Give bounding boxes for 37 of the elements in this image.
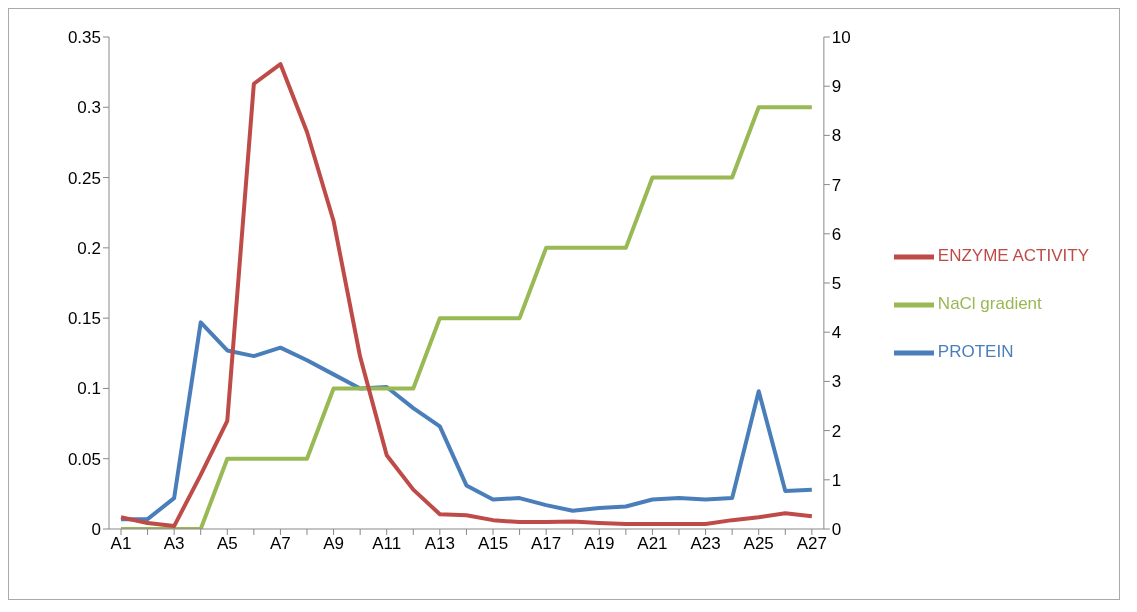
legend-label: ENZYME ACTIVITY — [937, 246, 1089, 265]
x-tick-label: A23 — [690, 534, 721, 554]
x-tick-label: A25 — [743, 534, 774, 554]
y-tick-label: 0.25 — [67, 168, 101, 188]
x-tick-label: A11 — [372, 534, 402, 554]
y-tick-label: 0.15 — [67, 309, 101, 329]
x-tick-label: A5 — [216, 534, 238, 554]
x-tick-label: A27 — [796, 534, 827, 554]
x-tick-label: A19 — [584, 534, 615, 554]
y2-tick-label: 0 — [831, 520, 842, 540]
legend-label: NaCl gradient — [937, 294, 1042, 313]
x-tick-label: A15 — [477, 534, 509, 554]
y-tick-label: 0 — [91, 520, 101, 540]
y2-tick-label: 4 — [831, 323, 842, 343]
y2-tick-label: 2 — [831, 421, 842, 441]
legend-label: PROTEIN — [937, 342, 1014, 361]
y2-tick-label: 6 — [831, 224, 842, 244]
y2-tick-label: 3 — [831, 372, 842, 392]
x-tick-label: A7 — [270, 534, 291, 554]
x-tick-label: A1 — [110, 534, 132, 554]
y2-tick-label: 5 — [831, 274, 842, 294]
y2-tick-label: 10 — [831, 28, 851, 48]
x-tick-label: A3 — [163, 534, 185, 554]
y2-tick-label: 9 — [831, 77, 842, 97]
x-tick-label: A17 — [531, 534, 562, 554]
y-tick-label: 0.05 — [67, 449, 101, 469]
x-tick-label: A9 — [323, 534, 344, 554]
y-tick-label: 0.35 — [67, 28, 101, 48]
y-tick-label: 0.3 — [77, 98, 101, 118]
y2-tick-label: 7 — [831, 175, 842, 195]
line-series — [119, 320, 814, 522]
y2-tick-label: 8 — [831, 126, 842, 146]
y2-tick-label: 1 — [831, 470, 842, 490]
y-tick-label: 0.1 — [77, 379, 101, 399]
x-tick-label: A13 — [424, 534, 455, 554]
y-tick-label: 0.2 — [77, 238, 101, 258]
x-tick-label: A21 — [637, 534, 668, 554]
